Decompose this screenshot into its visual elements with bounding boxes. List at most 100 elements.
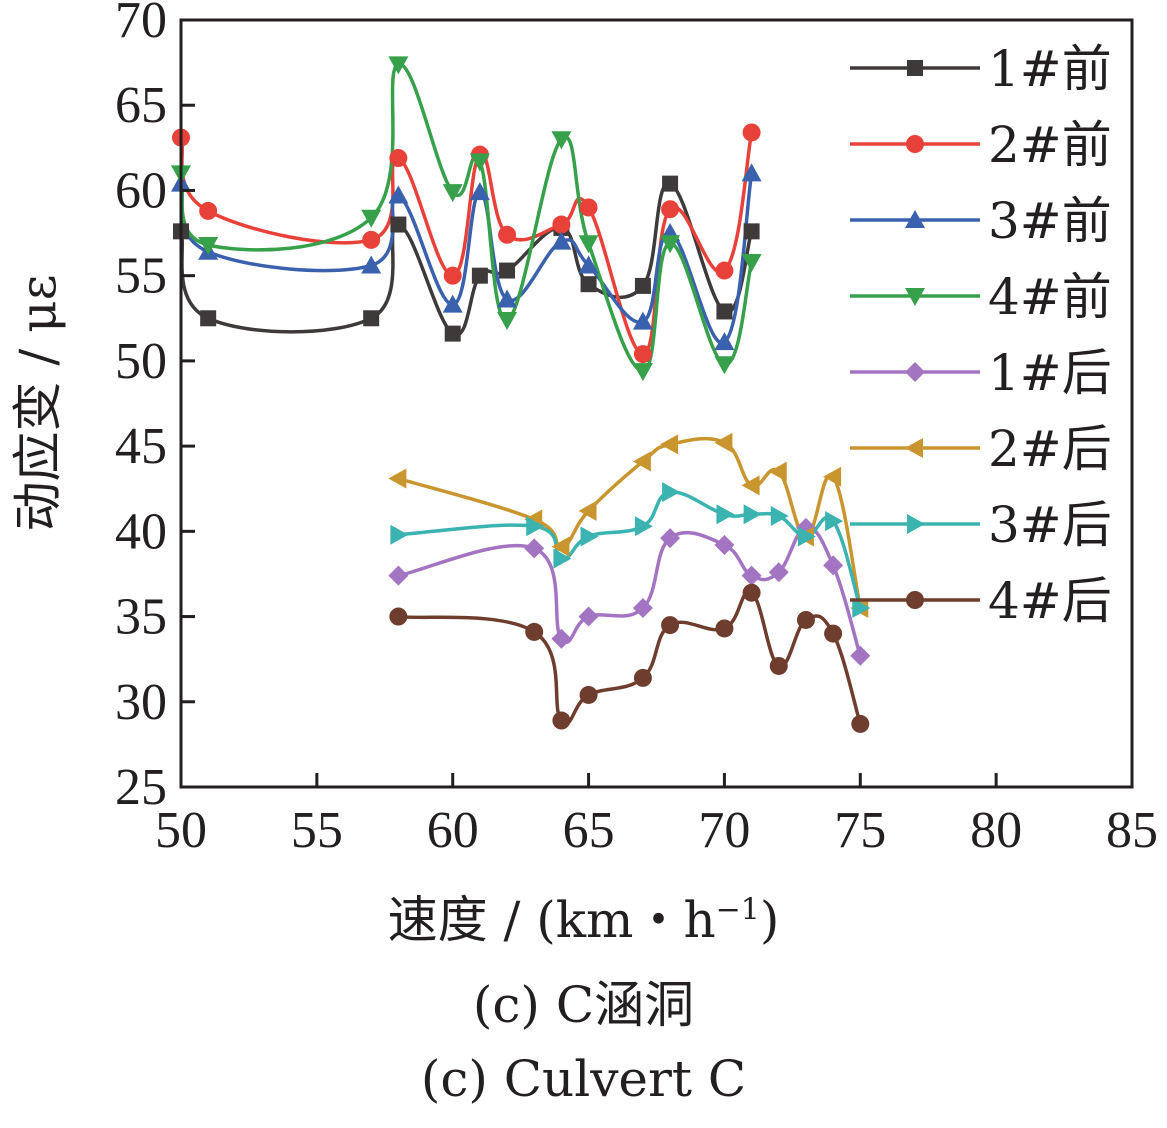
legend: 1#前 2#前 3#前 4#前 1#后 2#后 3#后 4#后 xyxy=(850,40,1112,630)
x-axis: 50 55 60 65 70 75 80 85 xyxy=(155,773,1158,859)
x-tick-label: 50 xyxy=(155,802,207,859)
data-point-s6-3 xyxy=(551,536,570,557)
data-point-s4-5 xyxy=(442,184,463,203)
data-point-s8-5 xyxy=(633,668,652,687)
data-point-s2-8 xyxy=(552,215,571,234)
y-axis: 25 30 35 40 45 50 55 60 65 70 xyxy=(115,0,195,816)
data-point-s8-9 xyxy=(769,656,788,675)
data-point-s3-10 xyxy=(632,311,653,330)
data-point-s2-2 xyxy=(199,201,218,220)
data-point-s7-1 xyxy=(390,524,409,545)
x-axis-label: 速度 / (km・h−1) xyxy=(0,880,1167,952)
data-point-s7-12 xyxy=(852,598,871,619)
data-point-s4-4 xyxy=(388,56,409,75)
data-point-s6-11 xyxy=(823,466,842,487)
series-line-5 xyxy=(398,526,862,657)
data-point-s7-3 xyxy=(553,548,572,569)
data-point-s6-4 xyxy=(578,500,597,521)
x-tick-label: 70 xyxy=(698,802,750,859)
data-point-s4-12 xyxy=(714,356,735,375)
caption-chinese: (c) C涵洞 xyxy=(472,976,695,1034)
data-point-s2-5 xyxy=(443,266,462,285)
x-tick-label: 75 xyxy=(834,802,886,859)
legend-label-6: 2#后 xyxy=(988,420,1112,478)
legend-marker-3 xyxy=(905,210,925,228)
data-point-s3-3 xyxy=(361,255,382,274)
data-point-s3-5 xyxy=(442,294,463,313)
data-point-s5-7 xyxy=(714,534,735,555)
y-tick-label: 40 xyxy=(115,503,167,560)
data-point-s7-6 xyxy=(662,482,681,503)
x-tick-label: 85 xyxy=(1106,802,1158,859)
data-point-s3-13 xyxy=(741,163,762,182)
data-point-s4-2 xyxy=(198,236,219,255)
data-point-s5-9 xyxy=(768,562,789,583)
legend-label-4: 4#前 xyxy=(988,268,1112,326)
legend-marker-7 xyxy=(907,514,925,534)
data-point-s2-3 xyxy=(362,230,381,249)
y-tick-label: 55 xyxy=(115,248,167,305)
data-point-s8-2 xyxy=(525,622,544,641)
x-tick-label: 55 xyxy=(291,802,343,859)
plot-markers xyxy=(171,56,871,733)
legend-marker-8 xyxy=(906,591,924,609)
y-axis-label: 动应变 / με xyxy=(9,274,67,531)
x-axis-label-close: ) xyxy=(759,891,780,949)
data-point-s5-4 xyxy=(578,606,599,627)
legend-marker-1 xyxy=(907,60,923,76)
data-point-s5-11 xyxy=(823,555,844,576)
data-point-s1-2 xyxy=(200,310,217,327)
data-point-s2-9 xyxy=(579,198,598,217)
data-point-s2-11 xyxy=(661,200,680,219)
data-point-s1-4 xyxy=(390,216,407,233)
legend-label-3: 3#前 xyxy=(988,192,1112,250)
data-point-s2-13 xyxy=(742,123,761,142)
legend-label-1: 1#前 xyxy=(988,40,1112,98)
y-tick-label: 30 xyxy=(115,674,167,731)
y-tick-label: 25 xyxy=(115,759,167,816)
data-point-s3-7 xyxy=(497,289,518,308)
data-point-s1-12 xyxy=(716,303,733,320)
data-point-s5-5 xyxy=(632,598,653,619)
y-tick-label: 45 xyxy=(115,418,167,475)
legend-marker-6 xyxy=(905,438,923,458)
data-point-s6-8 xyxy=(741,475,760,496)
x-tick-label: 80 xyxy=(970,802,1022,859)
data-point-s1-11 xyxy=(662,175,679,192)
y-tick-label: 50 xyxy=(115,333,167,390)
data-point-s5-2 xyxy=(524,538,545,559)
x-tick-label: 60 xyxy=(427,802,479,859)
data-point-s8-8 xyxy=(742,583,761,602)
x-axis-label-text: 速度 / (km・h xyxy=(387,891,716,949)
data-point-s4-7 xyxy=(497,311,518,330)
data-point-s7-8 xyxy=(743,504,762,525)
data-point-s1-13 xyxy=(743,223,760,240)
data-point-s7-4 xyxy=(580,526,599,547)
y-tick-label: 60 xyxy=(115,162,167,219)
data-point-s2-12 xyxy=(715,261,734,280)
data-point-s8-12 xyxy=(851,714,870,733)
series-line-6 xyxy=(397,436,862,609)
data-point-s6-1 xyxy=(388,468,407,489)
data-point-s1-10 xyxy=(634,277,651,294)
data-point-s5-6 xyxy=(660,528,681,549)
data-point-s7-9 xyxy=(770,505,789,526)
data-point-s3-6 xyxy=(469,182,490,201)
y-tick-label: 70 xyxy=(115,0,167,49)
legend-label-8: 4#后 xyxy=(988,572,1112,630)
data-point-s5-3 xyxy=(551,628,572,649)
legend-marker-5 xyxy=(905,362,925,382)
data-point-s4-8 xyxy=(551,131,572,150)
data-point-s6-9 xyxy=(768,461,787,482)
data-point-s3-4 xyxy=(388,185,409,204)
data-point-s4-11 xyxy=(660,235,681,254)
data-point-s5-1 xyxy=(388,565,409,586)
legend-label-5: 1#后 xyxy=(988,344,1112,402)
data-point-s7-11 xyxy=(825,511,844,532)
data-point-s1-7 xyxy=(499,262,516,279)
legend-marker-2 xyxy=(906,135,924,153)
y-tick-label: 65 xyxy=(115,77,167,134)
data-point-s8-10 xyxy=(796,610,815,629)
data-point-s7-7 xyxy=(716,504,735,525)
